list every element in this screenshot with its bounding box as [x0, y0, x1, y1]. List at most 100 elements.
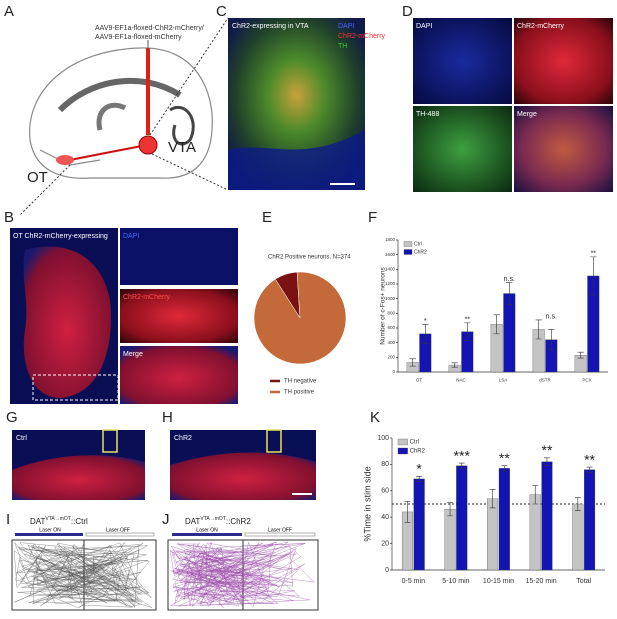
y-tick-label: 600 [387, 325, 395, 330]
title-sup: VTA→mOT [200, 516, 225, 522]
y-tick-label: 100 [377, 435, 389, 442]
significance: ** [584, 451, 595, 467]
panel-label: H [162, 409, 173, 426]
panel-label: J [162, 511, 170, 528]
x-tick-label: NAC [456, 378, 466, 383]
error-bar [493, 314, 500, 335]
channel-label: DAPI [416, 23, 432, 30]
significance: ** [591, 251, 597, 258]
title-suffix: ::Ctrl [71, 517, 88, 526]
micrograph [514, 106, 613, 192]
x-tick-label: OT [416, 378, 423, 383]
x-tick-label: 5-10 min [442, 578, 469, 585]
x-tick-label: 15-20 min [526, 578, 557, 585]
laser-label: Laser ON [39, 527, 61, 533]
channel-label: TH [338, 43, 347, 50]
laser-off-bar [85, 532, 155, 537]
error-bar [458, 462, 465, 469]
title-main: DAT [185, 517, 201, 526]
x-tick-label: LSA [499, 378, 508, 383]
micrograph [120, 346, 238, 404]
image-title: OT ChR2-mCherry-expressing [13, 233, 108, 240]
pie-slice [253, 271, 347, 365]
y-tick-label: 1800 [385, 237, 396, 242]
legend-label: Ctrl [414, 241, 422, 247]
laser-off-bar [244, 532, 316, 537]
y-tick-label: 200 [387, 355, 395, 360]
channel-label: ChR2-mCherry [517, 23, 565, 30]
significance: n.s. [546, 314, 557, 321]
bar [584, 469, 596, 571]
micrograph [120, 228, 238, 285]
significance: * [416, 461, 422, 477]
legend-label: ChR2 [410, 449, 426, 455]
error-bar [535, 319, 542, 340]
channel-label: TH-488 [416, 111, 439, 118]
significance: * [424, 318, 427, 325]
track-panel: DATVTA→mOT::Ctrl Laser ON Laser OFF [11, 516, 157, 611]
laser-label: Laser OFF [268, 527, 292, 533]
inset-box [32, 374, 119, 401]
y-tick-label: 800 [387, 311, 395, 316]
panel-label: B [4, 209, 14, 226]
significance: ** [499, 450, 510, 466]
panel-label: C [216, 3, 227, 20]
error-bar [464, 322, 471, 341]
y-tick-label: 0 [392, 369, 395, 374]
micrograph [413, 106, 512, 192]
y-tick-label: 1400 [385, 267, 396, 272]
image-title: ChR2-expressing in VTA [232, 23, 309, 30]
micrograph [120, 289, 238, 343]
trajectory [13, 542, 153, 609]
bar [503, 293, 516, 373]
error-bar [451, 362, 458, 368]
bar [487, 498, 499, 571]
error-bar [409, 358, 416, 367]
error-bar [544, 457, 550, 467]
channel-label: Merge [517, 111, 537, 118]
legend-swatch [397, 447, 408, 455]
panel-title: DATVTA→mOT::Ctrl [30, 516, 88, 526]
panel-title: DATVTA→mOT::ChR2 [185, 516, 251, 526]
laser-label: Laser OFF [106, 527, 130, 533]
ot-site [56, 155, 74, 165]
virus-label: AAV9-EF1a-floxed-mCherry [95, 34, 182, 41]
legend-label: Ctrl [410, 440, 419, 446]
significance: ** [542, 442, 553, 458]
title-sup: VTA→mOT [45, 516, 70, 522]
panel-label: A [4, 3, 14, 20]
legend-label: TH positive [284, 390, 315, 396]
error-bar [548, 329, 555, 351]
title-main: DAT [30, 517, 46, 526]
trajectory [169, 541, 315, 609]
region-label: VTA [168, 139, 196, 156]
bar [456, 465, 468, 571]
error-bar [577, 351, 584, 359]
track-panel: DATVTA→mOT::ChR2 Laser ON Laser OFF [167, 516, 319, 611]
legend-swatch [403, 249, 413, 255]
image-label: ChR2 [174, 435, 192, 442]
legend-label: ChR2 [414, 249, 427, 255]
legend-swatch [403, 241, 413, 247]
micrograph-region [23, 246, 111, 398]
significance: n.s. [504, 276, 515, 283]
panel-label: D [402, 3, 413, 20]
laser-label: Laser ON [196, 527, 218, 533]
region-label: OT [27, 169, 48, 186]
laser-on-bar [15, 533, 83, 536]
legend-label: TH negative [284, 379, 317, 385]
y-tick-label: 1200 [385, 281, 396, 286]
micrograph-region [228, 130, 365, 190]
fiber [266, 429, 282, 453]
x-tick-label: PCX [582, 378, 591, 383]
significance: ** [465, 317, 471, 324]
error-bar [586, 466, 593, 473]
x-tick-label: 10-15 min [483, 578, 514, 585]
y-tick-label: 80 [381, 461, 389, 468]
channel-label: DAPI [338, 23, 354, 30]
error-bar [532, 485, 539, 505]
bar [529, 494, 541, 571]
fiber [102, 429, 118, 453]
bar [541, 461, 553, 571]
error-bar [422, 324, 429, 344]
